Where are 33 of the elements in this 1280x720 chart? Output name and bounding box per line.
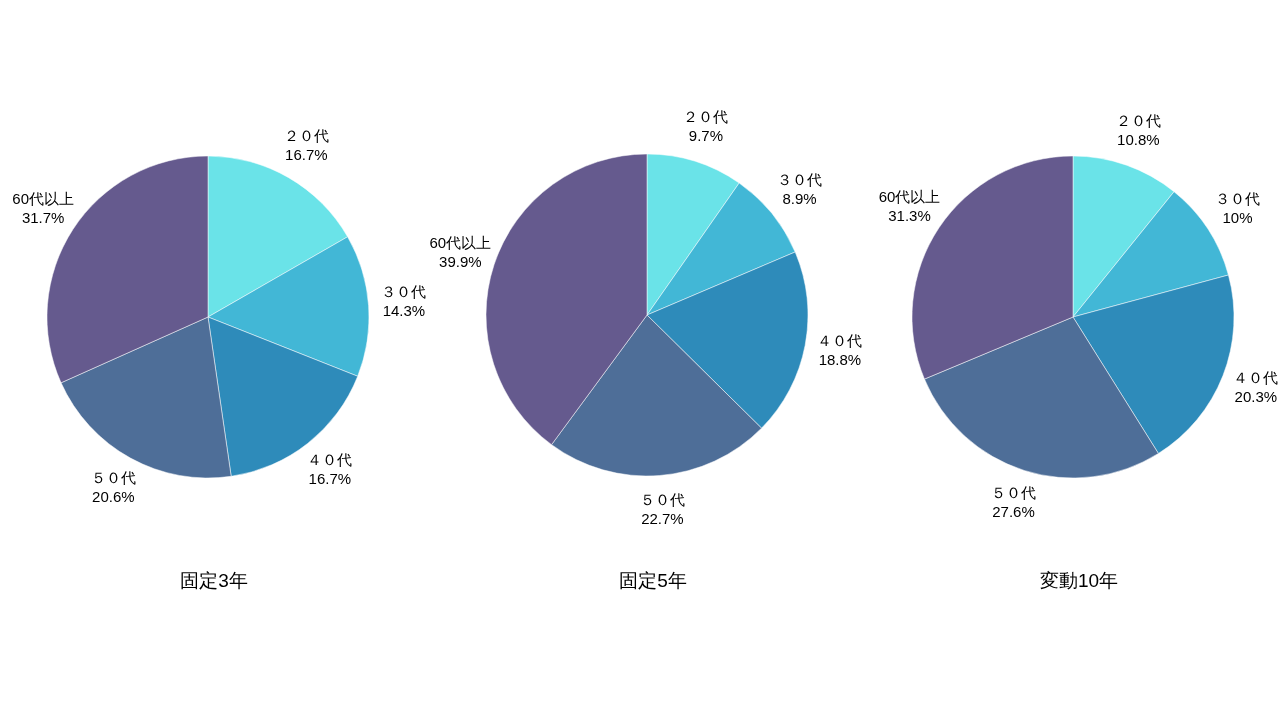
data-label: 27.6% [992, 503, 1035, 521]
data-label: 16.7% [308, 470, 352, 488]
data-label: 22.7% [641, 509, 684, 527]
data-label: 10.8% [1117, 130, 1160, 148]
text: 変動10年 [1039, 570, 1119, 591]
data-label: 8.9% [782, 190, 817, 208]
data-label: 9.7% [688, 126, 724, 144]
data-label: 20.3% [1234, 387, 1278, 405]
data-label: 18.8% [818, 350, 862, 368]
data-label: 20.6% [92, 488, 135, 506]
slice-label: ５０代 [639, 490, 685, 508]
slice-label: ２０代 [1115, 111, 1161, 129]
slice-label: ４０代 [817, 331, 863, 349]
data-label: 39.9% [439, 252, 482, 270]
text: 固定5年 [619, 570, 687, 591]
slice-label: ４０代 [1233, 368, 1279, 386]
slice-label: 60代以上 [12, 190, 74, 208]
slice-label: ４０代 [307, 451, 353, 469]
slice-label: ５０代 [90, 469, 136, 487]
data-label: 31.3% [888, 207, 931, 225]
data-label: 16.7% [285, 146, 328, 163]
text: 固定3年 [180, 570, 248, 591]
slice-label: ３０代 [777, 171, 823, 189]
slice-label: ２０代 [283, 127, 329, 144]
slice-label: ５０代 [990, 484, 1036, 502]
slice-label: ２０代 [683, 107, 729, 125]
slice-label: 60代以上 [878, 188, 941, 206]
slice-label: ３０代 [381, 282, 427, 300]
data-label: 10% [1222, 208, 1253, 226]
data-label: 14.3% [382, 301, 426, 319]
slice-label: ３０代 [1215, 189, 1261, 207]
data-label: 31.7% [21, 209, 65, 227]
slice-label: 60代以上 [429, 233, 492, 251]
